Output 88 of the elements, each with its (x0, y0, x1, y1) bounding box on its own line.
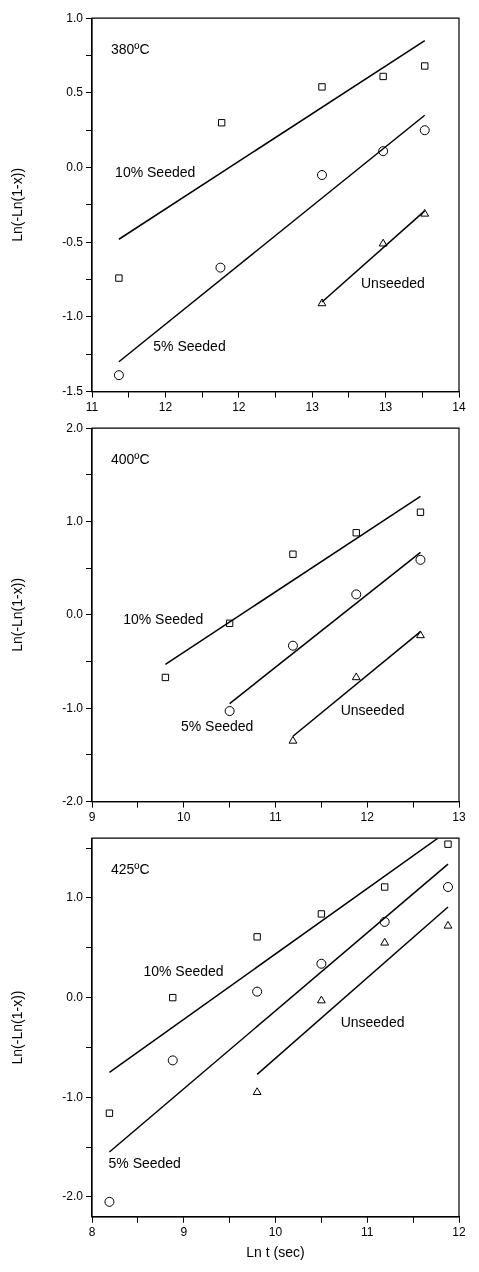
y-tick-label: -1.0 (62, 700, 84, 715)
point (381, 883, 389, 891)
point (167, 1055, 178, 1066)
point (317, 298, 327, 307)
point (378, 146, 389, 157)
point (352, 529, 360, 537)
point (289, 550, 297, 558)
y-tick-label: -0.5 (62, 234, 84, 249)
y-tick-label: -2.0 (62, 1189, 84, 1204)
annotation: 10% Seeded (123, 611, 204, 628)
point (416, 508, 425, 516)
y-tick-label: 0.0 (66, 607, 84, 622)
y-tick-label: -1.0 (62, 309, 84, 324)
point (288, 735, 298, 744)
y-tick-label: 1.0 (66, 890, 84, 905)
y-tick-label: 0.0 (66, 989, 84, 1004)
point (225, 619, 234, 627)
point (316, 995, 326, 1004)
point (420, 208, 430, 217)
point (287, 640, 298, 651)
point (105, 1109, 114, 1117)
point (316, 170, 327, 181)
annotation: Unseeded (361, 274, 425, 291)
y-axis-title: Ln(-Ln(1-x)) (9, 577, 26, 652)
point (442, 882, 453, 893)
x-tick-label: 12 (452, 1225, 466, 1240)
point (104, 1196, 115, 1207)
point (215, 262, 226, 273)
point (444, 840, 452, 848)
y-tick-label: 1.0 (66, 10, 84, 25)
point (415, 554, 426, 565)
y-tick-label: 0.5 (66, 85, 84, 100)
point (317, 910, 326, 918)
x-tick-label: 11 (85, 400, 99, 415)
y-tick-label: 2.0 (66, 420, 84, 435)
text: 400ºC (111, 451, 150, 468)
point (217, 119, 226, 127)
x-tick-label: 12 (360, 810, 375, 825)
x-tick-label: 10 (177, 810, 191, 825)
y-axis-title: Ln(-Ln(1-x)) (9, 990, 26, 1065)
x-tick-label: 11 (361, 1225, 374, 1240)
point (224, 706, 235, 717)
x-tick-label: 8 (88, 1225, 96, 1240)
point (351, 672, 361, 681)
point (419, 125, 430, 136)
annotation: Unseeded (340, 1014, 405, 1031)
x-axis-title: Ln t (sec) (246, 1244, 305, 1261)
point (252, 1087, 262, 1096)
text: 380ºC (111, 41, 150, 58)
y-axis-title: Ln(-Ln(1-x)) (9, 167, 26, 242)
x-tick-label: 11 (269, 810, 283, 825)
point (379, 916, 390, 927)
text: 425ºC (111, 861, 150, 878)
annotation: 10% Seeded (143, 962, 224, 979)
y-tick-label: -2.0 (62, 793, 84, 808)
point (416, 630, 425, 639)
point (161, 673, 170, 682)
point (252, 986, 263, 997)
x-tick-label: 9 (88, 810, 96, 825)
x-tick-label: 12 (232, 400, 246, 415)
x-tick-label: 9 (180, 1225, 188, 1240)
x-tick-label: 12 (158, 400, 173, 415)
x-tick-label: 14 (452, 400, 466, 415)
point (113, 370, 124, 381)
point (169, 993, 177, 1002)
point (115, 274, 123, 282)
point (253, 933, 261, 941)
point (351, 589, 362, 600)
point (316, 958, 327, 969)
annotation: 5% Seeded (181, 717, 254, 734)
x-tick-label: 13 (378, 400, 393, 415)
point (318, 83, 326, 91)
y-tick-label: 0.0 (66, 159, 84, 174)
annotation: 10% Seeded (115, 164, 196, 181)
y-tick-label: -1.0 (62, 1089, 84, 1104)
x-tick-label: 13 (305, 400, 320, 415)
annotation: Unseeded (340, 701, 405, 718)
y-tick-label: 1.0 (66, 513, 84, 528)
x-tick-label: 13 (452, 810, 466, 825)
point (380, 937, 390, 946)
point (421, 62, 429, 70)
x-tick-label: 10 (268, 1225, 283, 1240)
y-tick-label: -1.5 (62, 383, 84, 398)
point (443, 920, 453, 929)
point (378, 238, 388, 247)
annotation: 5% Seeded (153, 337, 226, 354)
point (379, 72, 387, 81)
annotation: 5% Seeded (108, 1154, 181, 1171)
